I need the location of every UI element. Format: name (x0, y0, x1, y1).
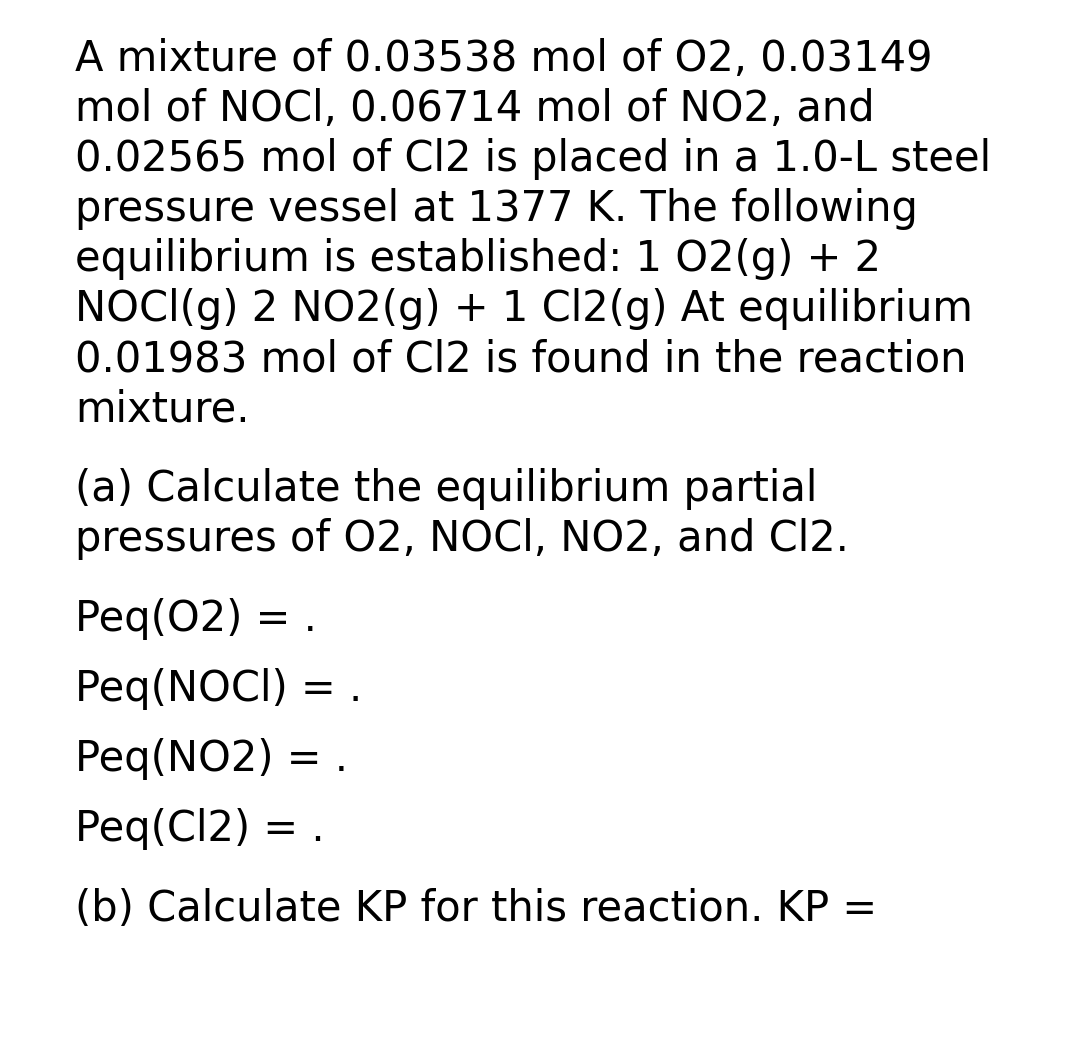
Text: A mixture of 0.03538 mol of O2, 0.03149: A mixture of 0.03538 mol of O2, 0.03149 (75, 38, 932, 80)
Text: NOCl(g) 2 NO2(g) + 1 Cl2(g) At equilibrium: NOCl(g) 2 NO2(g) + 1 Cl2(g) At equilibri… (75, 288, 973, 330)
Text: (b) Calculate KP for this reaction. KP =: (b) Calculate KP for this reaction. KP = (75, 888, 877, 930)
Text: equilibrium is established: 1 O2(g) + 2: equilibrium is established: 1 O2(g) + 2 (75, 239, 881, 280)
Text: 0.01983 mol of Cl2 is found in the reaction: 0.01983 mol of Cl2 is found in the react… (75, 338, 967, 380)
Text: Peq(NOCl) = .: Peq(NOCl) = . (75, 668, 362, 710)
Text: Peq(Cl2) = .: Peq(Cl2) = . (75, 808, 325, 850)
Text: pressures of O2, NOCl, NO2, and Cl2.: pressures of O2, NOCl, NO2, and Cl2. (75, 518, 849, 560)
Text: Peq(NO2) = .: Peq(NO2) = . (75, 738, 348, 780)
Text: pressure vessel at 1377 K. The following: pressure vessel at 1377 K. The following (75, 188, 918, 230)
Text: Peq(O2) = .: Peq(O2) = . (75, 598, 316, 640)
Text: (a) Calculate the equilibrium partial: (a) Calculate the equilibrium partial (75, 468, 818, 510)
Text: mol of NOCl, 0.06714 mol of NO2, and: mol of NOCl, 0.06714 mol of NO2, and (75, 88, 875, 130)
Text: 0.02565 mol of Cl2 is placed in a 1.0-L steel: 0.02565 mol of Cl2 is placed in a 1.0-L … (75, 138, 991, 180)
Text: mixture.: mixture. (75, 388, 249, 430)
